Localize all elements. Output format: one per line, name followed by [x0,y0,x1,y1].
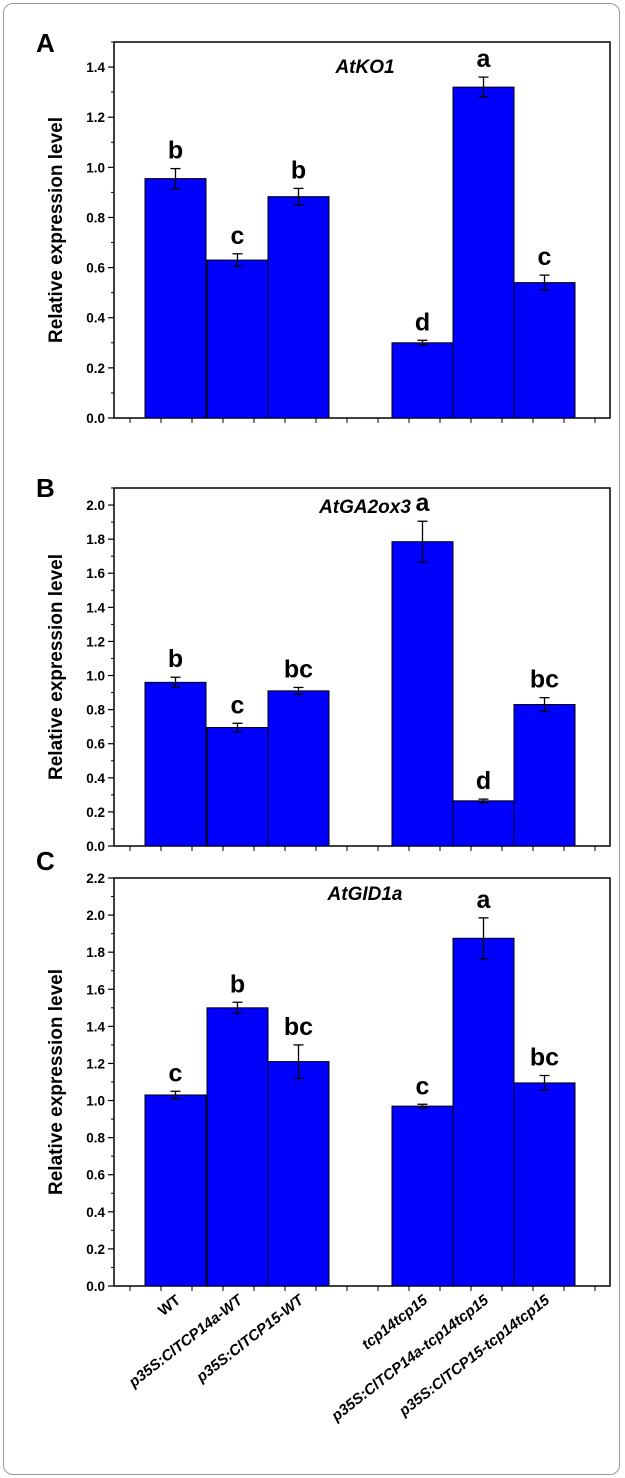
bar [452,86,515,419]
significance-label: bc [530,1044,559,1072]
y-tick-label: 1.8 [86,532,105,547]
bar [267,1061,330,1287]
y-tick-label: 1.0 [86,1094,105,1109]
bar [513,704,576,847]
y-tick-label: 1.2 [86,634,105,649]
y-tick-label: 1.2 [86,110,105,125]
panel-letter: A [36,28,55,58]
x-category-label: WT [155,1292,184,1320]
significance-label: bc [530,666,559,694]
bar [513,1082,576,1287]
y-tick-label: 1.4 [86,60,105,75]
x-category-label: p35S:ClTCP15-WT [193,1291,309,1387]
y-axis-label: Relative expression level [46,117,67,343]
bar [206,1007,269,1287]
chart-panel-b: B AtGA2ox3 Relative expression level 0.0 0.2… [36,473,611,854]
y-tick-label: 1.0 [86,669,105,684]
y-tick-label: 1.2 [86,1056,105,1071]
significance-label: c [231,222,245,250]
panel-letter: C [36,846,55,876]
x-category-label: p35S:ClTCP14a-WT [125,1291,247,1392]
significance-label: b [168,645,183,673]
y-tick-label: 2.0 [86,908,105,923]
bar [144,681,207,847]
significance-label: bc [284,655,313,683]
bar [206,259,269,419]
y-tick-label: 0.2 [86,805,105,820]
y-tick-label: 0.4 [86,1205,105,1220]
chart-title: AtGID1a [327,884,403,905]
chart-title: AtKO1 [334,57,394,78]
chart-title: AtGA2ox3 [318,497,411,518]
y-tick-label: 1.6 [86,982,105,997]
significance-label: c [169,1059,183,1087]
panel-letter: B [36,473,55,503]
plot-frame [113,41,611,419]
bar [452,800,515,847]
bar [513,282,576,419]
y-tick-label: 2.0 [86,498,105,513]
bar [391,1105,454,1287]
significance-label: c [231,691,245,719]
chart-panel-c: C AtGID1a Relative expression level 0.0 0.2 0… [36,846,611,1425]
y-tick-label: 0.6 [86,737,105,752]
y-tick-label: 0.8 [86,210,105,225]
y-tick-label: 0.8 [86,703,105,718]
y-tick-label: 2.2 [86,871,105,886]
y-tick-label: 1.8 [86,945,105,960]
significance-label: c [416,1072,430,1100]
bar [391,342,454,419]
bar [267,196,330,419]
significance-label: bc [284,1013,313,1041]
figure-frame [3,3,620,1475]
y-tick-label: 0.2 [86,361,105,376]
y-tick-label: 1.6 [86,566,105,581]
significance-label: a [477,886,492,914]
significance-label: d [415,308,430,336]
chart-panel-a: A AtKO1 Relative expression level 0.0 0.2 0.4… [36,28,611,426]
y-tick-label: 0.0 [86,411,105,426]
significance-label: b [291,156,306,184]
bar [267,690,330,847]
y-tick-label: 0.4 [86,311,105,326]
significance-label: a [416,489,431,517]
significance-label: a [477,45,492,73]
significance-label: b [230,970,245,998]
y-tick-label: 1.0 [86,160,105,175]
y-axis-label: Relative expression level [46,969,67,1195]
y-tick-label: 1.4 [86,600,105,615]
significance-label: b [168,137,183,165]
bar [206,727,269,847]
y-tick-label: 1.4 [86,1019,105,1034]
significance-label: d [476,767,491,795]
y-tick-label: 0.4 [86,771,105,786]
significance-label: c [538,243,552,271]
y-axis-label: Relative expression level [46,554,67,780]
y-tick-label: 0.8 [86,1131,105,1146]
y-tick-label: 0.6 [86,1168,105,1183]
bar [144,178,207,419]
y-tick-label: 0.2 [86,1242,105,1257]
bar [391,541,454,847]
bar [452,937,515,1287]
plot-frame [113,487,611,847]
y-tick-label: 0.6 [86,261,105,276]
y-tick-label: 0.0 [86,839,105,854]
y-tick-label: 0.0 [86,1279,105,1294]
bar [144,1094,207,1287]
